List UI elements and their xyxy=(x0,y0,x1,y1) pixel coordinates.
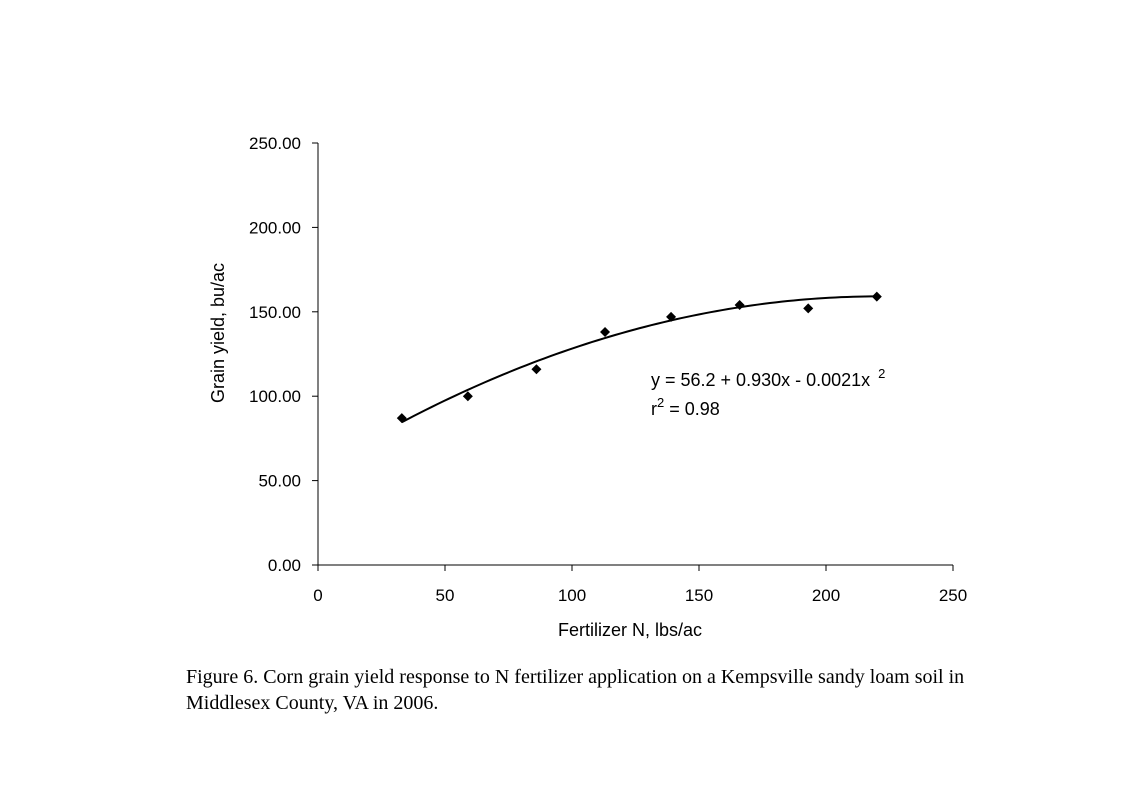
r-squared-exponent: 2 xyxy=(657,395,664,410)
y-ticks: 0.00 50.00 100.00 150.00 200.00 250.00 xyxy=(249,134,318,575)
x-tick-label: 0 xyxy=(313,586,322,605)
y-tick-label: 200.00 xyxy=(249,218,301,237)
x-tick-label: 150 xyxy=(685,586,713,605)
data-point xyxy=(396,413,407,424)
x-axis-title: Fertilizer N, lbs/ac xyxy=(558,620,702,640)
data-point xyxy=(462,391,473,402)
x-tick-label: 250 xyxy=(939,586,967,605)
data-point xyxy=(871,291,882,302)
x-ticks: 0 50 100 150 200 250 xyxy=(313,565,967,605)
r-squared-text: = 0.98 xyxy=(664,399,720,419)
data-points xyxy=(396,291,882,424)
equation-exponent: 2 xyxy=(878,366,885,381)
equation-label: y = 56.2 + 0.930x - 0.0021x 2 xyxy=(651,366,885,390)
x-tick-label: 50 xyxy=(436,586,455,605)
data-point xyxy=(531,364,542,375)
figure-caption: Figure 6. Corn grain yield response to N… xyxy=(186,666,965,714)
y-tick-label: 250.00 xyxy=(249,134,301,153)
data-point xyxy=(600,327,611,338)
trendline xyxy=(401,295,877,424)
y-tick-label: 50.00 xyxy=(258,472,301,491)
x-tick-label: 100 xyxy=(558,586,586,605)
y-axis-title: Grain yield, bu/ac xyxy=(208,263,228,403)
r-squared-prefix: r xyxy=(651,399,657,419)
equation-text: y = 56.2 + 0.930x - 0.0021x xyxy=(651,370,870,390)
data-point xyxy=(734,300,745,311)
y-tick-label: 0.00 xyxy=(268,556,301,575)
chart: 0.00 50.00 100.00 150.00 200.00 250.00 0 50 100… xyxy=(208,134,967,640)
x-tick-label: 200 xyxy=(812,586,840,605)
data-point xyxy=(803,303,814,314)
r-squared-label: r2 = 0.98 xyxy=(651,395,720,419)
y-tick-label: 100.00 xyxy=(249,387,301,406)
data-point xyxy=(666,311,677,322)
y-tick-label: 150.00 xyxy=(249,303,301,322)
